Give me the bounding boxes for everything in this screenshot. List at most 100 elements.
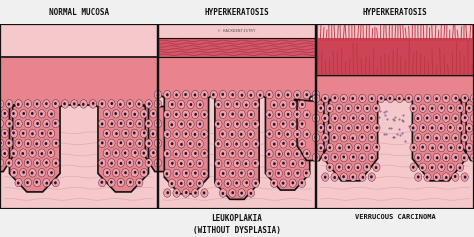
Circle shape: [359, 114, 366, 122]
Circle shape: [227, 161, 229, 165]
Circle shape: [29, 109, 36, 118]
Circle shape: [215, 179, 222, 187]
Circle shape: [6, 100, 13, 108]
Circle shape: [27, 142, 29, 145]
Circle shape: [333, 136, 336, 139]
Circle shape: [342, 97, 345, 100]
Circle shape: [455, 97, 457, 100]
Circle shape: [203, 172, 206, 175]
Circle shape: [289, 120, 296, 128]
Circle shape: [238, 130, 245, 138]
Circle shape: [286, 133, 289, 136]
Circle shape: [461, 173, 468, 181]
Circle shape: [6, 159, 13, 167]
Circle shape: [221, 192, 224, 195]
Circle shape: [221, 132, 224, 135]
Circle shape: [189, 163, 191, 166]
Circle shape: [43, 178, 50, 187]
Circle shape: [247, 91, 255, 99]
Circle shape: [152, 112, 155, 115]
Circle shape: [217, 182, 220, 185]
Circle shape: [189, 182, 191, 185]
Circle shape: [456, 104, 464, 113]
Circle shape: [227, 182, 229, 185]
Circle shape: [336, 143, 343, 152]
Circle shape: [415, 153, 422, 162]
Circle shape: [173, 169, 180, 178]
Circle shape: [271, 100, 278, 109]
Circle shape: [465, 143, 473, 152]
Circle shape: [117, 119, 124, 128]
Circle shape: [127, 100, 134, 108]
Circle shape: [233, 159, 241, 168]
Circle shape: [243, 179, 250, 187]
Circle shape: [333, 176, 336, 179]
Circle shape: [29, 169, 36, 177]
Circle shape: [362, 176, 364, 179]
Circle shape: [140, 169, 147, 177]
Circle shape: [233, 179, 241, 187]
Circle shape: [356, 106, 359, 109]
Circle shape: [449, 126, 452, 129]
Circle shape: [100, 102, 103, 105]
Circle shape: [428, 124, 436, 132]
Circle shape: [82, 103, 84, 106]
Circle shape: [351, 97, 354, 100]
Circle shape: [412, 126, 414, 129]
Circle shape: [128, 102, 131, 105]
Circle shape: [0, 162, 1, 165]
Circle shape: [442, 114, 450, 122]
Circle shape: [106, 152, 108, 155]
Circle shape: [449, 165, 452, 169]
Circle shape: [54, 122, 57, 125]
Circle shape: [47, 169, 55, 177]
Circle shape: [246, 181, 248, 184]
Circle shape: [156, 122, 159, 125]
Circle shape: [340, 173, 347, 181]
Circle shape: [368, 173, 375, 181]
Circle shape: [231, 113, 234, 116]
Circle shape: [352, 117, 355, 120]
Circle shape: [63, 102, 66, 105]
Circle shape: [168, 140, 175, 148]
Circle shape: [417, 156, 419, 159]
Circle shape: [241, 94, 243, 97]
Circle shape: [238, 150, 245, 158]
Circle shape: [417, 117, 419, 120]
Circle shape: [50, 171, 53, 174]
Circle shape: [52, 100, 59, 108]
Circle shape: [215, 100, 222, 109]
Circle shape: [324, 97, 327, 100]
Circle shape: [41, 152, 43, 155]
Circle shape: [273, 142, 275, 146]
Circle shape: [247, 110, 255, 118]
Circle shape: [217, 142, 219, 145]
Circle shape: [255, 182, 257, 185]
Circle shape: [306, 113, 309, 116]
Circle shape: [298, 140, 306, 148]
Circle shape: [122, 129, 129, 138]
Circle shape: [52, 159, 59, 167]
Circle shape: [245, 103, 247, 107]
Circle shape: [254, 122, 256, 125]
Circle shape: [455, 156, 457, 159]
Circle shape: [452, 114, 459, 122]
Circle shape: [187, 179, 194, 187]
Circle shape: [119, 181, 122, 184]
Bar: [158, 38, 316, 57]
Circle shape: [347, 107, 350, 110]
Circle shape: [99, 119, 106, 128]
Circle shape: [322, 133, 329, 142]
Circle shape: [110, 162, 113, 165]
Circle shape: [34, 159, 41, 167]
Circle shape: [312, 153, 319, 162]
Circle shape: [138, 142, 141, 145]
Circle shape: [319, 126, 322, 129]
Circle shape: [289, 100, 296, 109]
Circle shape: [29, 149, 36, 157]
Circle shape: [201, 150, 208, 158]
Circle shape: [0, 141, 2, 145]
Circle shape: [203, 113, 206, 116]
Circle shape: [298, 120, 306, 128]
Circle shape: [464, 176, 466, 179]
